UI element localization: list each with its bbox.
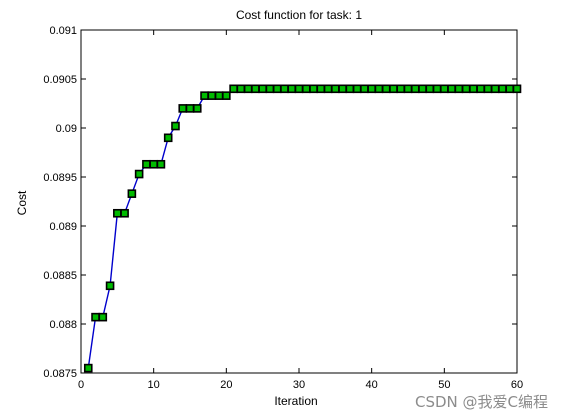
x-axis-title: Iteration: [274, 394, 317, 408]
data-point: [461, 84, 471, 94]
chart-title: Cost function for task: 1: [236, 8, 362, 22]
x-tick-label: 20: [220, 379, 232, 391]
y-tick-label: 0.088: [49, 319, 77, 331]
data-series: [83, 84, 522, 373]
data-point: [142, 159, 151, 169]
data-point: [229, 84, 238, 94]
data-point: [91, 312, 100, 322]
data-point: [265, 84, 275, 94]
data-point: [149, 159, 158, 169]
y-tick-label: 0.09: [56, 123, 77, 135]
y-axis-title: Cost: [15, 190, 29, 215]
data-point: [243, 84, 253, 94]
x-tick-label: 0: [78, 379, 84, 391]
data-point: [440, 84, 449, 94]
data-point: [287, 84, 297, 94]
data-point: [505, 84, 515, 94]
data-point: [418, 84, 427, 94]
data-point: [490, 84, 500, 94]
data-point: [316, 84, 326, 94]
data-point: [113, 208, 122, 218]
data-point: [272, 84, 282, 94]
plot-area: [80, 29, 518, 374]
data-point: [323, 84, 333, 94]
y-tick-label: 0.0905: [43, 74, 77, 86]
data-point: [236, 84, 246, 94]
data-point: [374, 84, 384, 94]
data-point: [454, 84, 464, 94]
data-point: [389, 84, 398, 94]
y-tick-label: 0.091: [49, 25, 77, 37]
data-point: [185, 104, 195, 113]
data-point: [251, 84, 260, 94]
data-point: [207, 91, 217, 100]
data-point: [352, 84, 362, 94]
data-point: [200, 91, 209, 100]
data-point: [512, 84, 522, 94]
data-point: [483, 84, 493, 94]
data-point: [98, 312, 108, 322]
watermark-text: CSDN @我爱C编程: [415, 393, 548, 411]
data-point: [178, 104, 188, 113]
data-point: [192, 104, 202, 113]
y-tick-label: 0.0895: [43, 172, 77, 184]
data-point: [432, 84, 442, 94]
data-point: [396, 84, 406, 94]
data-point: [338, 84, 347, 94]
data-point: [258, 84, 267, 94]
data-point: [214, 91, 224, 100]
data-point: [469, 84, 478, 94]
y-tick-label: 0.0875: [43, 368, 77, 380]
data-point: [403, 84, 413, 94]
data-point: [105, 281, 115, 291]
data-point: [309, 84, 318, 94]
data-point: [280, 84, 289, 94]
data-point: [447, 84, 456, 94]
x-tick-label: 60: [511, 379, 523, 391]
data-point: [410, 84, 420, 94]
data-point: [381, 84, 391, 94]
y-tick-label: 0.0885: [43, 270, 77, 282]
data-point: [294, 84, 304, 94]
data-point: [156, 159, 166, 169]
data-point: [120, 208, 129, 218]
data-point: [83, 363, 93, 373]
y-tick-label: 0.089: [49, 221, 77, 233]
axis-ticks: 0 10 20 30 40 50 60 0.0875 0.088 0.0885 0.089 0.089…: [43, 25, 523, 391]
data-point: [163, 133, 173, 143]
data-point: [498, 84, 507, 94]
x-tick-label: 30: [293, 379, 305, 391]
data-point: [345, 84, 355, 94]
data-point: [360, 84, 369, 94]
data-point: [476, 84, 485, 94]
x-tick-label: 50: [438, 379, 450, 391]
x-tick-label: 10: [148, 379, 160, 391]
data-point: [171, 121, 180, 131]
data-point: [222, 91, 231, 100]
data-point: [425, 84, 435, 94]
x-tick-label: 40: [366, 379, 378, 391]
data-point: [331, 84, 340, 94]
data-point: [301, 84, 311, 94]
data-point: [367, 84, 376, 94]
data-point: [127, 189, 137, 198]
data-point: [134, 169, 144, 179]
